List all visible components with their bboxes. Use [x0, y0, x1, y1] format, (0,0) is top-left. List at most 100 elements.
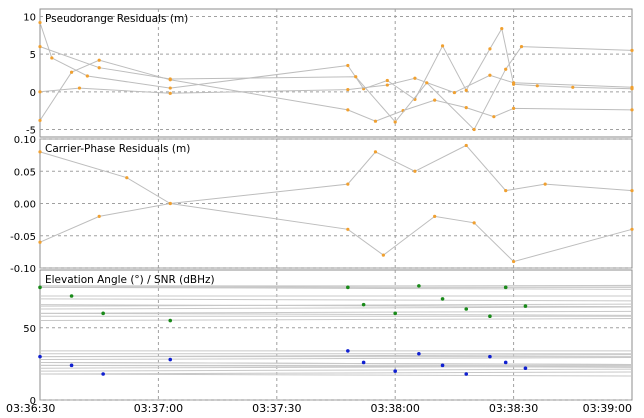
data-point — [472, 221, 476, 225]
plot-panel-1: 10 5 0 -5 Pseudorange Residuals (m) — [23, 8, 634, 138]
data-point — [69, 363, 74, 368]
y-tick-label: -5 — [26, 125, 36, 136]
data-point — [346, 63, 350, 68]
data-point — [417, 351, 421, 356]
series-line — [39, 373, 633, 377]
data-point — [571, 85, 575, 89]
data-point — [464, 143, 468, 148]
series-line — [39, 286, 633, 290]
series-line — [39, 306, 633, 310]
y-tick-label: -0.05 — [10, 232, 36, 243]
data-point — [488, 354, 492, 359]
data-point — [472, 127, 476, 132]
plot-frame — [39, 8, 633, 138]
data-point — [381, 253, 385, 257]
data-point — [101, 372, 105, 376]
data-point — [488, 73, 492, 77]
data-point — [511, 106, 516, 110]
x-tick-label: 03:38:30 — [489, 402, 538, 415]
panel-title: Carrier-Phase Residuals (m) — [45, 143, 190, 155]
panel-title: Pseudorange Residuals (m) — [45, 13, 188, 25]
data-point — [440, 44, 445, 48]
data-point — [97, 58, 101, 62]
data-point — [77, 86, 82, 90]
data-point — [393, 369, 398, 373]
data-point — [464, 372, 469, 376]
data-point — [413, 76, 417, 80]
data-point — [511, 259, 516, 264]
data-point — [346, 227, 350, 231]
data-point — [523, 304, 528, 308]
data-point — [168, 357, 173, 362]
data-point — [492, 115, 496, 119]
data-point — [464, 106, 468, 110]
y-tick-label: 0.00 — [14, 200, 36, 211]
data-point — [393, 311, 398, 316]
data-point — [38, 240, 42, 244]
data-point — [630, 189, 634, 193]
data-point — [385, 83, 389, 87]
data-point — [38, 150, 42, 154]
plot-panel-3: 50 0 Elevation Angle (°) / SNR (dBHz) — [23, 269, 633, 407]
x-tick-label: 03:37:00 — [134, 402, 183, 415]
data-point — [504, 189, 508, 193]
data-point — [543, 182, 547, 186]
data-point — [511, 81, 516, 85]
data-point — [503, 360, 508, 365]
data-point — [38, 45, 42, 49]
data-point — [488, 314, 492, 319]
data-point — [168, 318, 173, 323]
y-tick-label: 10 — [23, 13, 36, 24]
data-point — [346, 285, 350, 290]
y-tick-label: 0 — [30, 88, 36, 99]
y-tick-label: -0.10 — [10, 264, 36, 275]
data-point — [630, 227, 634, 231]
data-point — [168, 86, 172, 90]
plot-frame — [39, 269, 633, 401]
data-point — [346, 182, 350, 186]
data-point — [452, 90, 456, 95]
data-point — [630, 48, 634, 53]
panel-title: Elevation Angle (°) / SNR (dBHz) — [45, 274, 215, 286]
data-point — [346, 349, 350, 353]
data-point — [488, 47, 492, 51]
x-tick-label: 03:37:30 — [252, 402, 301, 415]
x-tick-label: 03:38:00 — [370, 402, 419, 415]
data-point — [38, 354, 42, 359]
data-point — [346, 108, 350, 112]
data-point — [373, 119, 378, 123]
data-point — [630, 85, 634, 89]
data-point — [413, 169, 417, 173]
y-tick-label: 0 — [30, 396, 36, 407]
time-axis: 03:36:30 03:37:00 03:37:30 03:38:00 03:38:30… — [6, 402, 632, 415]
series-line — [39, 368, 633, 372]
data-point — [504, 67, 508, 71]
data-point — [373, 150, 378, 154]
data-point — [69, 294, 74, 298]
data-point — [503, 285, 508, 290]
data-point — [168, 201, 172, 206]
data-point — [433, 98, 437, 102]
data-point — [101, 311, 105, 316]
data-point — [361, 302, 366, 307]
data-point — [125, 176, 129, 180]
series-line — [39, 22, 633, 101]
series-line — [39, 310, 633, 314]
y-tick-label: 0.05 — [14, 167, 36, 178]
y-tick-label: 0.10 — [14, 135, 36, 146]
data-point — [38, 285, 42, 290]
data-point — [354, 75, 358, 79]
series-line — [39, 318, 633, 322]
data-point — [630, 108, 634, 112]
data-point — [38, 20, 42, 25]
data-point — [69, 70, 74, 74]
series-line — [39, 304, 633, 308]
data-point — [535, 84, 539, 88]
series-line — [39, 357, 633, 361]
data-point — [346, 87, 350, 92]
data-point — [385, 78, 389, 83]
data-point — [38, 90, 42, 94]
data-point — [417, 284, 421, 288]
y-tick-label: 5 — [30, 50, 36, 61]
